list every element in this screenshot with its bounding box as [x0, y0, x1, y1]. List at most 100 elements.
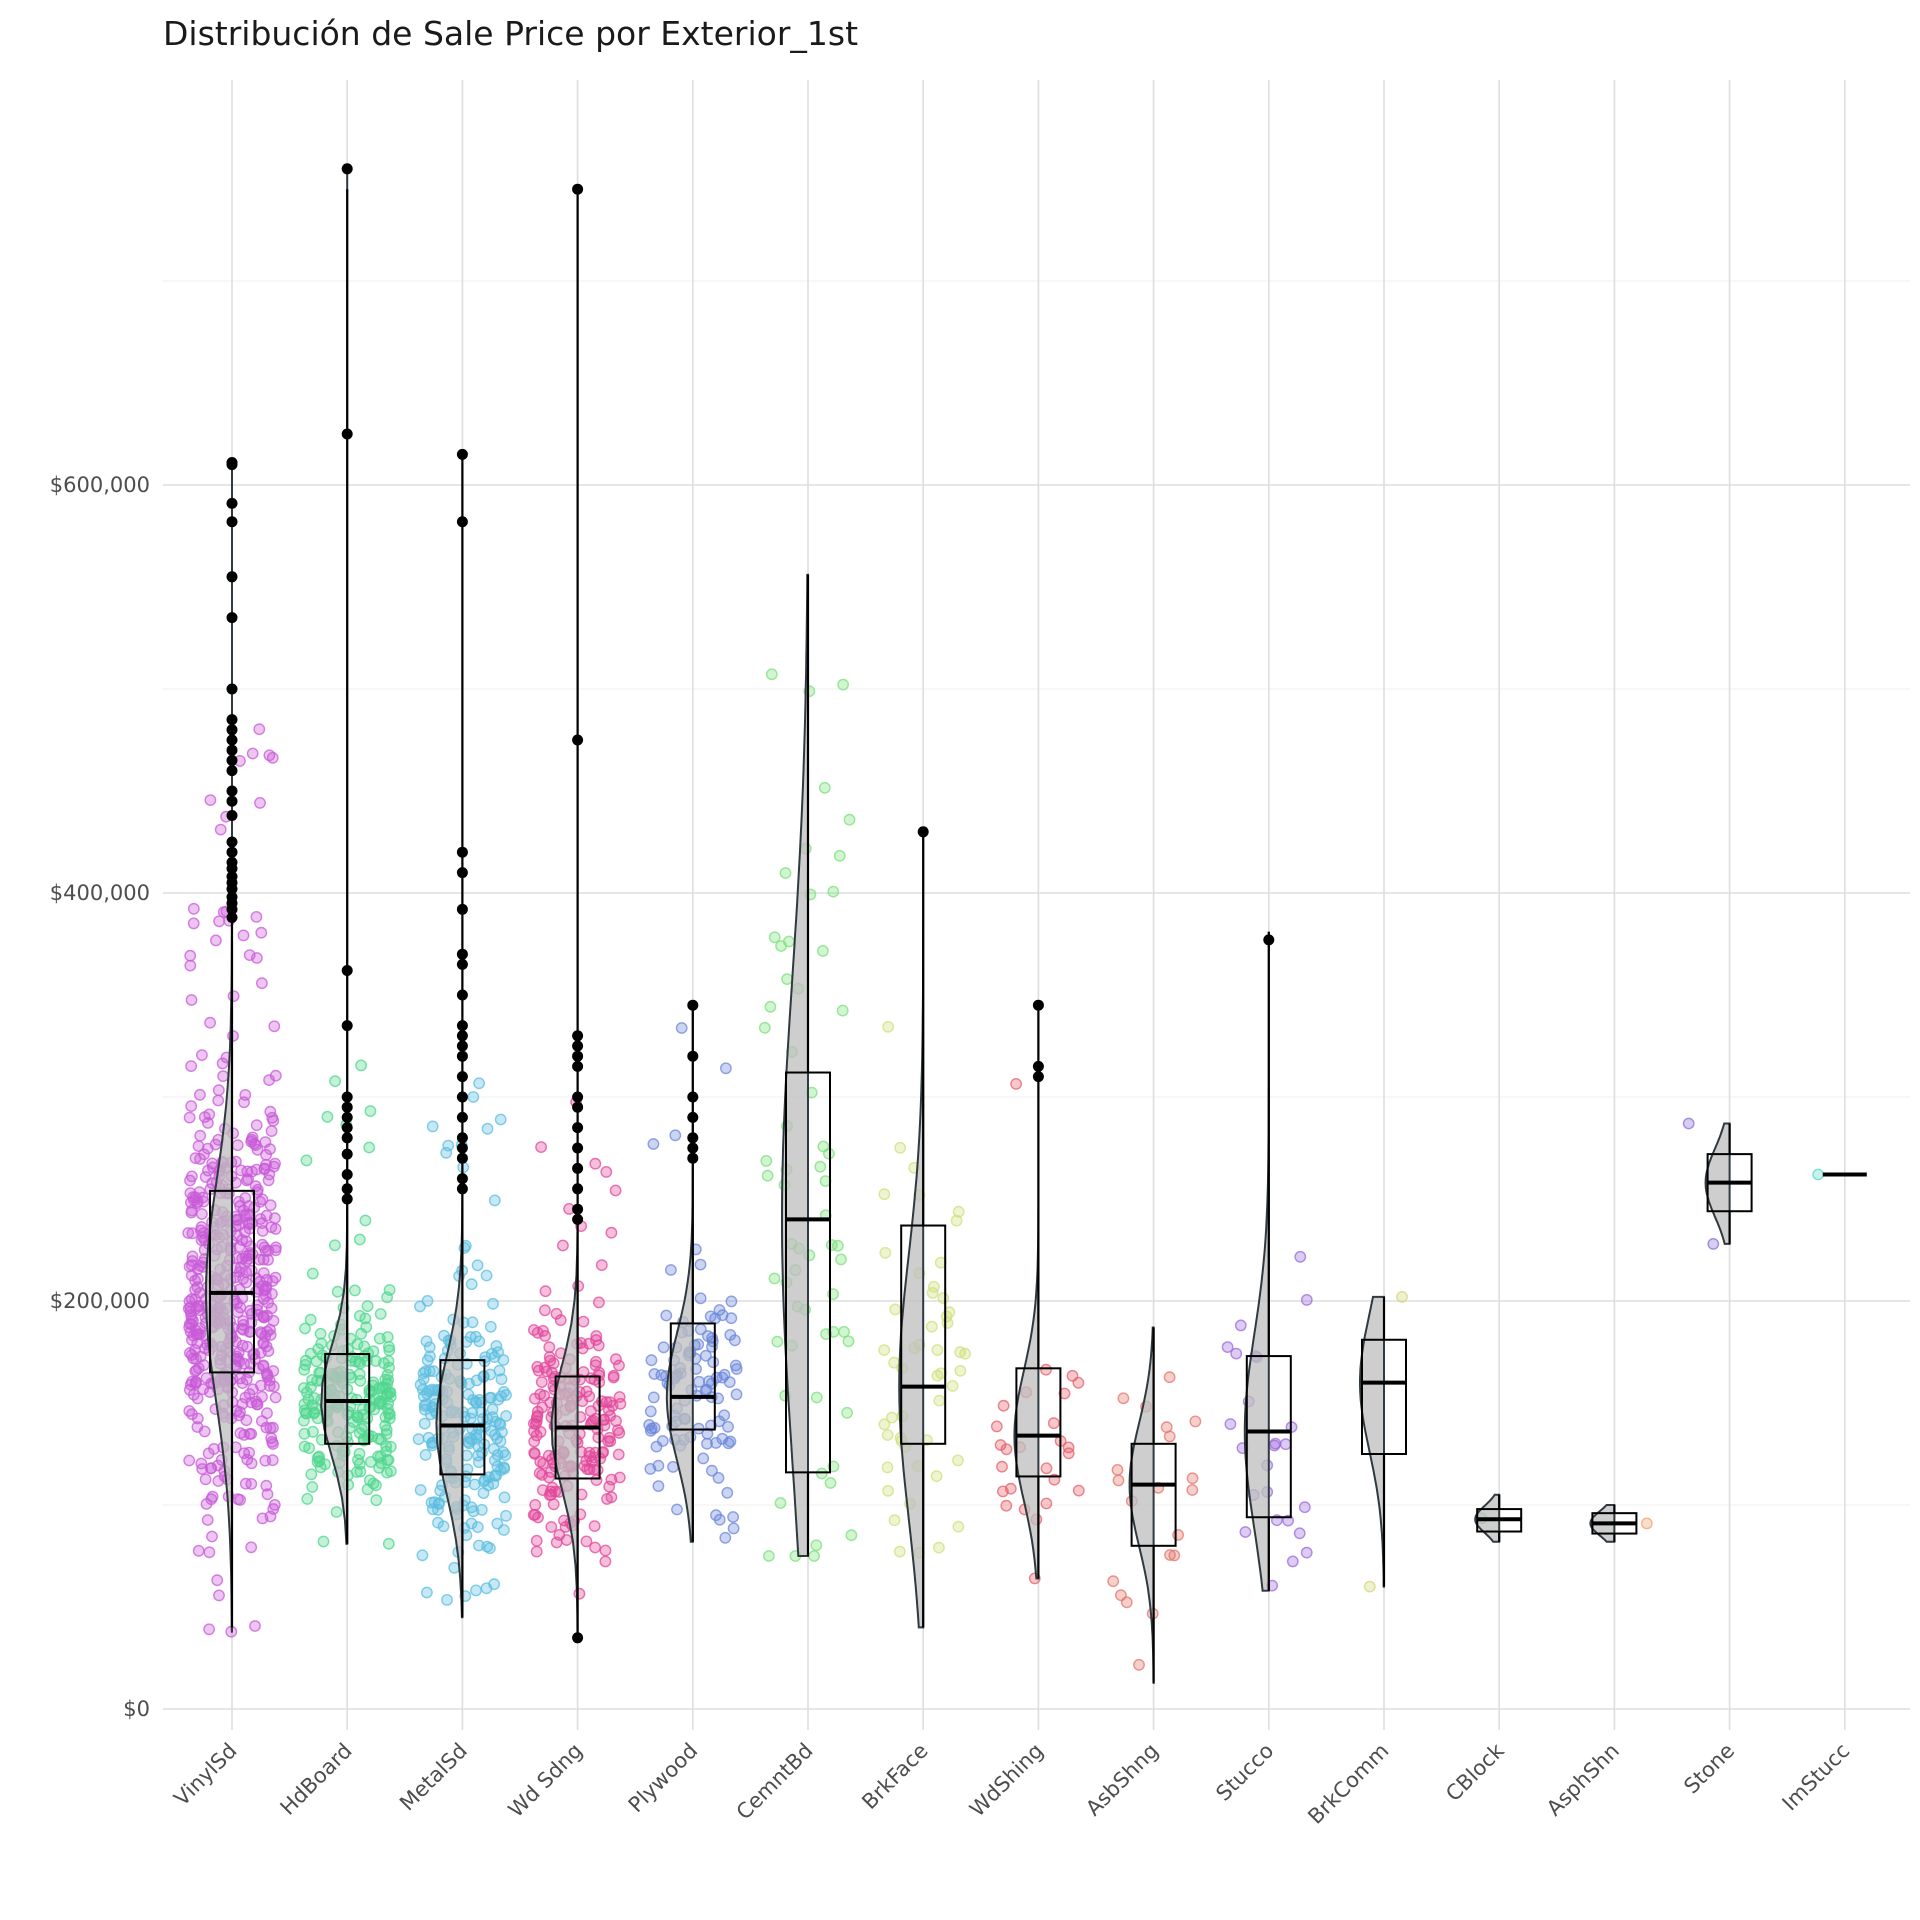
outlier-point [572, 1183, 584, 1195]
jitter-point [367, 1345, 380, 1358]
jitter-point [489, 1415, 502, 1428]
jitter-point [426, 1120, 439, 1133]
outlier-point [226, 516, 238, 528]
jitter-point [461, 1463, 474, 1476]
jitter-point [312, 1343, 325, 1356]
jitter-point [187, 1388, 200, 1401]
jitter-point [212, 1084, 225, 1097]
jitter-point [694, 1323, 707, 1336]
jitter-point [589, 1541, 601, 1554]
jitter-point [212, 1094, 225, 1107]
jitter-point [268, 1212, 281, 1225]
outlier-point [1032, 999, 1044, 1011]
jitter-point [239, 1477, 252, 1490]
jitter-point [1000, 1499, 1013, 1512]
jitter-point [257, 1337, 270, 1350]
outlier-point [226, 744, 238, 756]
jitter-point [763, 1550, 775, 1562]
jitter-point [419, 1449, 432, 1461]
jitter-point [838, 1325, 850, 1338]
jitter-point [381, 1454, 394, 1466]
outlier-point [1032, 1071, 1044, 1083]
jitter-point [490, 1470, 502, 1482]
jitter-point [644, 1463, 657, 1475]
jitter-point [328, 1239, 341, 1252]
jitter-point [1066, 1369, 1079, 1382]
jitter-point [529, 1499, 542, 1511]
jitter-point [329, 1075, 341, 1088]
jitter-point [251, 1398, 264, 1411]
jitter-point [727, 1522, 740, 1535]
jitter-point [192, 1544, 205, 1557]
jitter-point [1040, 1363, 1052, 1376]
outlier-layer [226, 163, 1275, 1644]
jitter-point [722, 1420, 734, 1433]
jitter-point [481, 1122, 494, 1135]
outlier-point [341, 1111, 353, 1123]
jitter-point [185, 994, 198, 1006]
jitter-point [931, 1369, 944, 1382]
jitter-point [470, 1428, 483, 1441]
jitter-point [612, 1448, 625, 1461]
jitter-point [353, 1233, 366, 1246]
jitter-point [185, 1060, 198, 1073]
jitter-point [557, 1239, 569, 1252]
outlier-point [226, 785, 238, 797]
jitter-point [209, 934, 222, 947]
jitter-point [705, 1419, 717, 1432]
jitter-point [347, 1416, 360, 1428]
jitter-point [201, 1514, 214, 1526]
jitter-point [535, 1141, 547, 1154]
jitter-point [761, 1169, 774, 1182]
jitter-point [730, 1388, 743, 1401]
jitter-point [349, 1355, 362, 1368]
jitter-point [187, 902, 200, 915]
jitter-point [268, 1499, 281, 1511]
jitter-point [183, 1260, 196, 1273]
jitter-point [260, 1479, 273, 1492]
jitter-point [267, 1380, 280, 1393]
outlier-point [456, 989, 468, 1001]
jitter-point [243, 949, 256, 961]
jitter-point [765, 668, 778, 681]
jitter-point [547, 1357, 560, 1370]
jitter-point [609, 1184, 622, 1197]
jitter-point [311, 1455, 324, 1468]
jitter-point [297, 1382, 310, 1394]
jitter-point [837, 678, 849, 691]
jitter-point [242, 1173, 255, 1186]
jitter-point [348, 1284, 361, 1297]
jitter-point [605, 1491, 618, 1504]
jitter-point [886, 1411, 898, 1424]
outlier-point [341, 1148, 353, 1160]
outlier-point [341, 1091, 353, 1103]
jitter-point [595, 1259, 608, 1272]
jitter-point [237, 929, 250, 942]
jitter-point [205, 1493, 218, 1506]
jitter-point [262, 1254, 274, 1266]
jitter-point [536, 1469, 548, 1481]
outlier-point [572, 1632, 584, 1644]
jitter-point [1640, 1517, 1653, 1530]
jitter-point [588, 1520, 601, 1533]
jitter-point [1164, 1549, 1176, 1561]
jitter-point [263, 749, 276, 762]
jitter-point [367, 1477, 380, 1490]
jitter-point [835, 1253, 847, 1266]
jitter-point [530, 1545, 543, 1558]
outlier-point [456, 1173, 468, 1185]
jitter-point [428, 1496, 441, 1509]
jitter-point [264, 1143, 276, 1156]
jitter-point [817, 1140, 830, 1153]
jitter-point [484, 1320, 497, 1333]
jitter-point [309, 1402, 322, 1415]
jitter-point [1040, 1462, 1053, 1475]
outlier-point [1263, 934, 1275, 946]
jitter-point [373, 1332, 386, 1345]
jitter-point [605, 1226, 618, 1239]
jitter-point [183, 1454, 196, 1467]
jitter-point [209, 1138, 222, 1151]
jitter-point [500, 1410, 512, 1422]
jitter-point [529, 1508, 541, 1521]
